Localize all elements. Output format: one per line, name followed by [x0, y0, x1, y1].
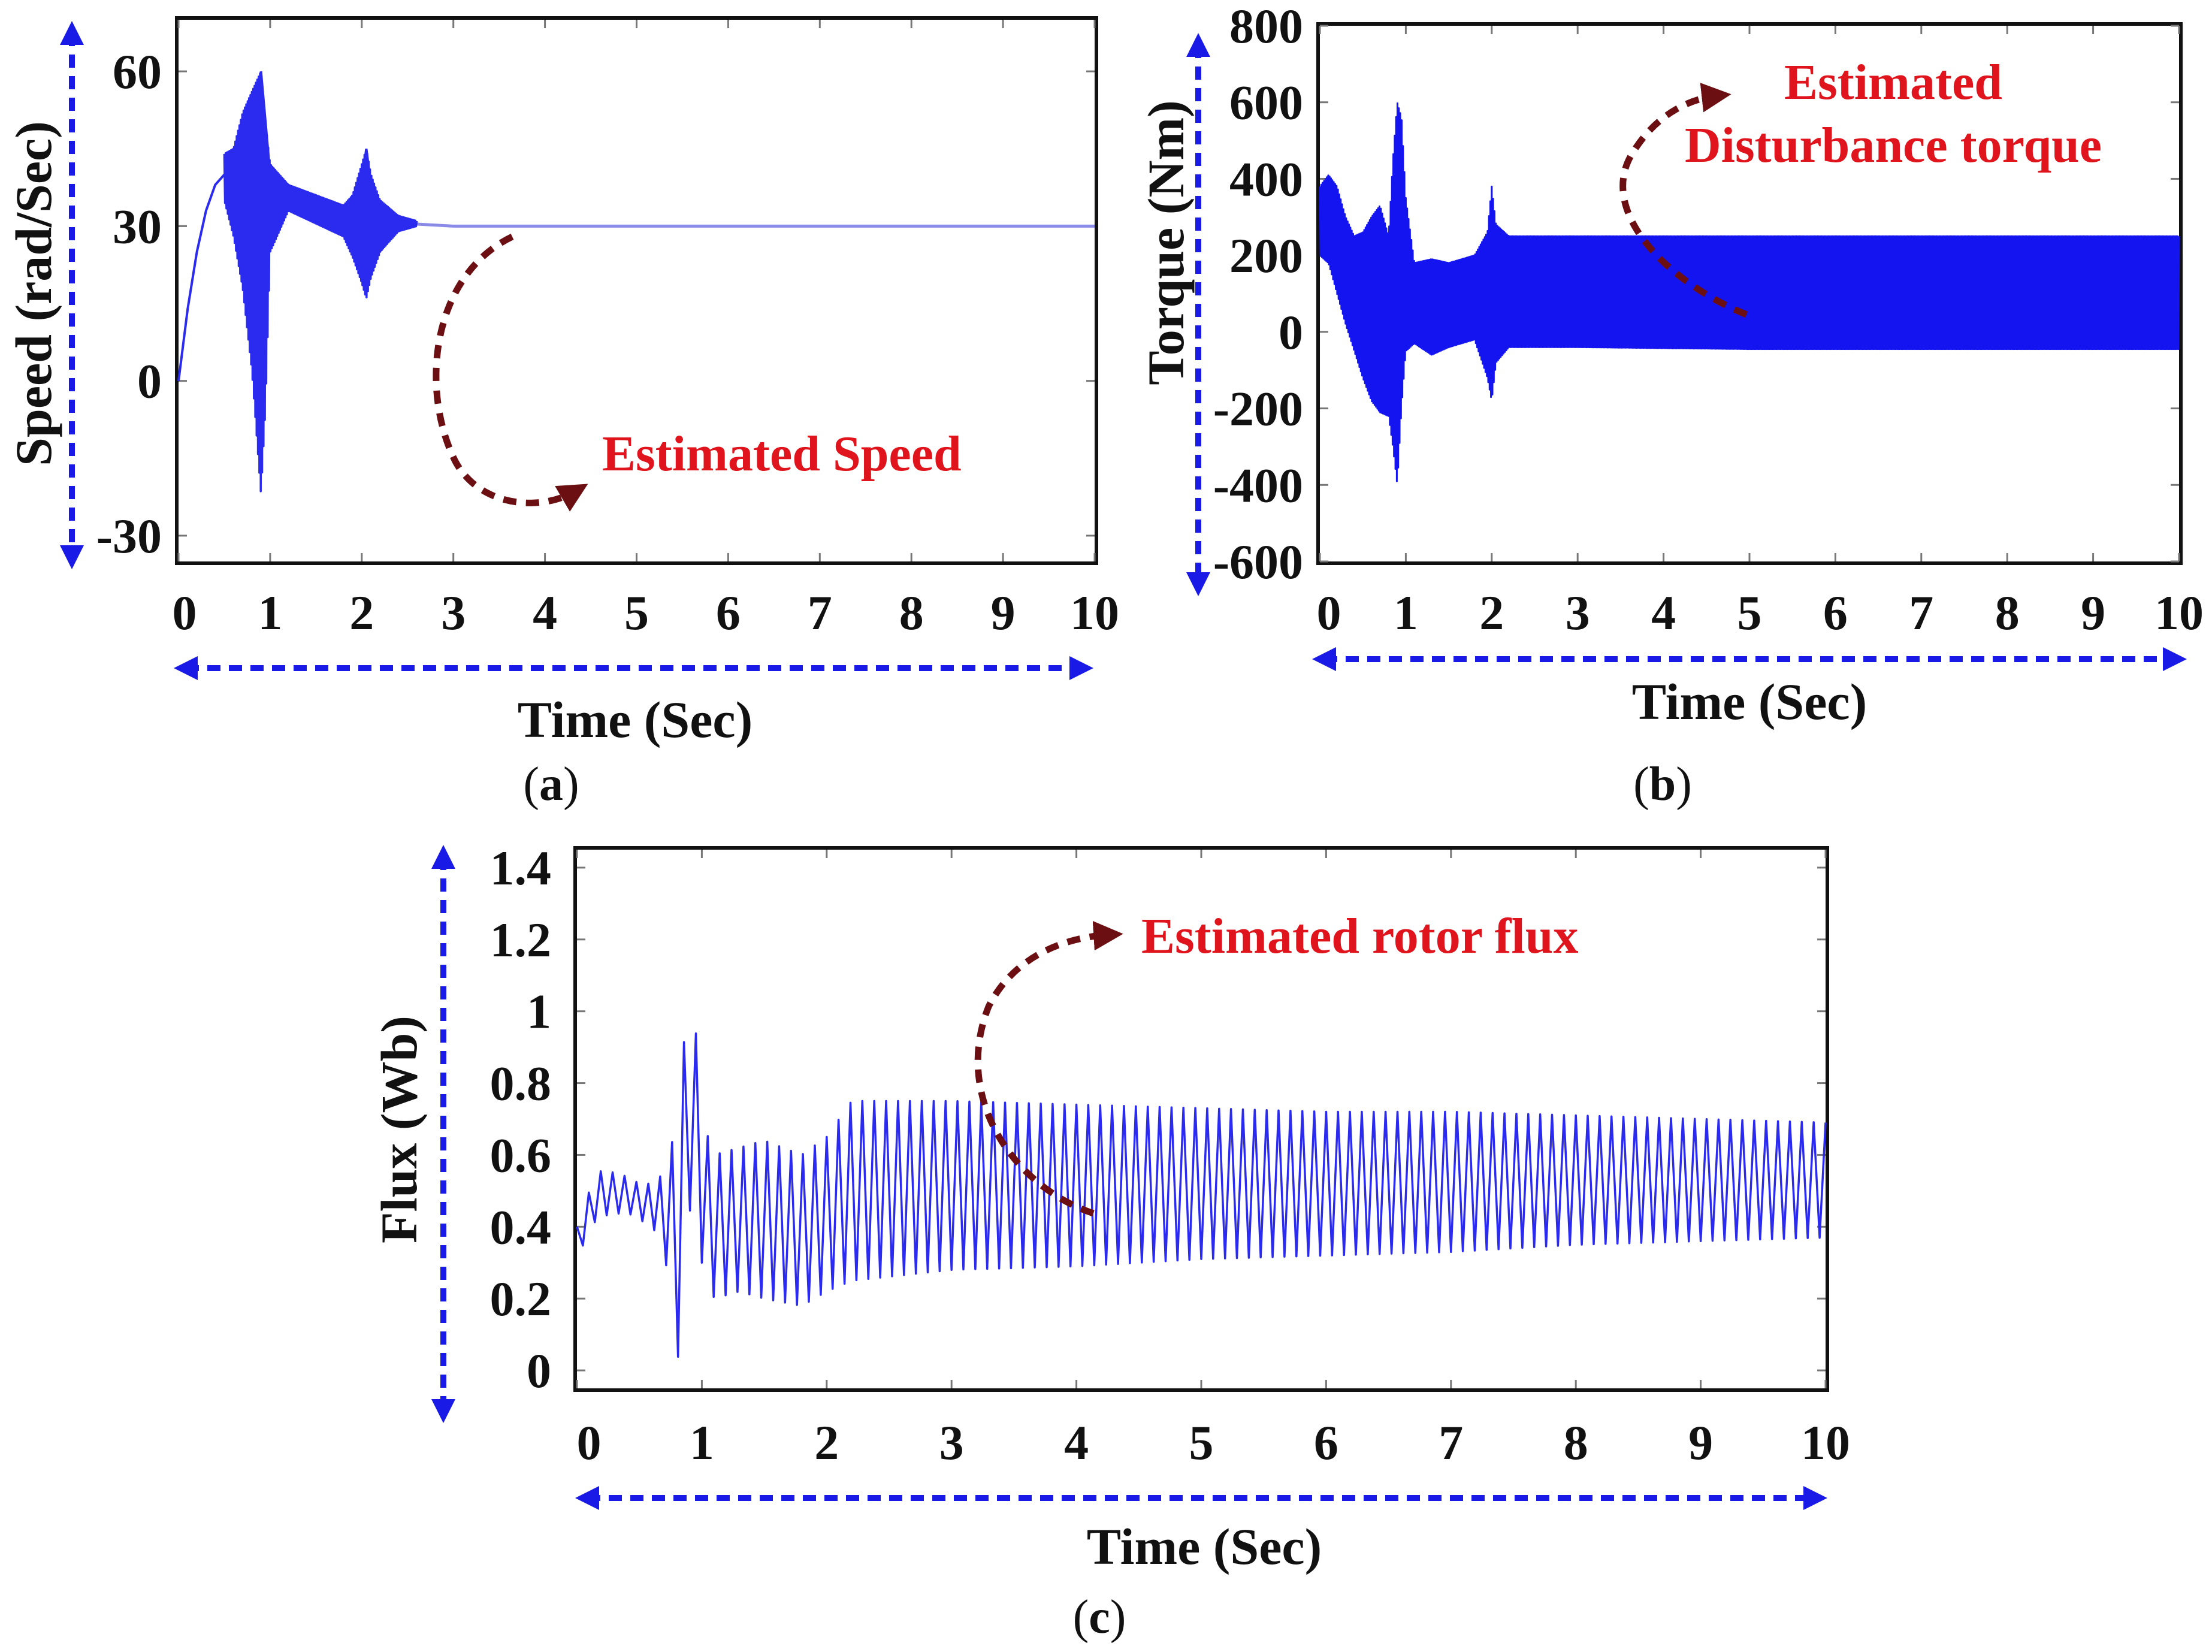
- chart-c-x-tick-label: 9: [1688, 1415, 1713, 1470]
- chart-b-y-tick-label: 400: [1229, 152, 1303, 206]
- chart-a-x-tick-label: 10: [1070, 585, 1119, 640]
- chart-b-x-tick-label: 10: [2154, 585, 2204, 640]
- chart-c-y-axis-title: Flux (Wb): [370, 1016, 428, 1243]
- chart-a-x-tick-label: 6: [716, 585, 741, 640]
- chart-a-y-tick-label: 30: [113, 199, 162, 253]
- chart-c-panel-letter: c: [1089, 1591, 1110, 1644]
- chart-b-y-ticks: 800 600 400 200 0 -200 -400 -600: [1213, 0, 1303, 589]
- chart-a-series-settled: [407, 222, 1095, 228]
- chart-a-x-tick-label: 0: [173, 585, 197, 640]
- chart-b-y-tick-label: -600: [1213, 534, 1303, 589]
- chart-c-y-tick-label: 1: [527, 984, 551, 1039]
- chart-a-x-tick-label: 5: [624, 585, 649, 640]
- chart-b-x-ticks: 0 1 2 3 4 5 6 7 8 9 10: [1317, 585, 2204, 640]
- chart-a-series: [177, 71, 1095, 493]
- chart-a-series-lead-in: [177, 173, 225, 381]
- chart-b-series: [1319, 102, 2180, 482]
- chart-c-x-tick-label: 5: [1189, 1415, 1214, 1470]
- chart-c-y-tick-label: 0.6: [490, 1128, 552, 1182]
- chart-b-x-tick-label: 4: [1651, 585, 1676, 640]
- chart-c-y-tick-label: 0.4: [490, 1200, 552, 1254]
- chart-a-x-tick-label: 1: [258, 585, 282, 640]
- chart-c-x-tick-label: 4: [1064, 1415, 1089, 1470]
- chart-b-series-line: [1319, 102, 2180, 482]
- chart-c: 1.4 1.2 1 0.8 0.6 0.4 0.2 0 0 1 2 3 4 5 6 7 8 9 10 Flux (…: [370, 841, 1850, 1644]
- chart-b-y-tick-label: -200: [1213, 382, 1303, 436]
- chart-b-x-tick-label: 1: [1394, 585, 1418, 640]
- chart-c-x-tick-label: 10: [1801, 1415, 1850, 1470]
- chart-a-gridlines: [177, 20, 1096, 561]
- chart-b-panel-letter: b: [1649, 758, 1676, 811]
- chart-a-x-tick-label: 3: [441, 585, 466, 640]
- chart-c-x-tick-label: 0: [577, 1415, 602, 1470]
- chart-b-y-axis-title: Torque (Nm): [1137, 100, 1195, 385]
- chart-a-annotation-arrow: [433, 234, 588, 512]
- chart-a-x-tick-label: 9: [991, 585, 1016, 640]
- chart-a-x-ticks: 0 1 2 3 4 5 6 7 8 9 10: [173, 585, 1120, 640]
- chart-a-panel-label: (a): [523, 758, 579, 811]
- chart-c-x-axis-title: Time (Sec): [1087, 1518, 1322, 1575]
- chart-a-x-tick-label: 7: [808, 585, 832, 640]
- chart-b-y-tick-label: 600: [1229, 75, 1303, 130]
- chart-c-x-tick-label: 3: [939, 1415, 964, 1470]
- chart-b-x-tick-label: 8: [1995, 585, 2020, 640]
- chart-a-plot-frame: [175, 16, 1098, 565]
- chart-c-y-tick-label: 1.2: [490, 913, 552, 967]
- chart-b-gridlines: [1319, 25, 2180, 563]
- chart-c-y-ticks: 1.4 1.2 1 0.8 0.6 0.4 0.2 0: [490, 841, 552, 1398]
- chart-b-x-axis-title: Time (Sec): [1632, 673, 1867, 730]
- chart-c-y-tick-label: 1.4: [490, 841, 552, 895]
- chart-c-x-tick-label: 8: [1564, 1415, 1588, 1470]
- chart-a-x-tick-label: 4: [533, 585, 557, 640]
- chart-b-x-tick-label: 5: [1737, 585, 1762, 640]
- chart-b-annotation-line2: Disturbance torque: [1685, 117, 2102, 173]
- chart-a-y-tick-label: 0: [137, 354, 162, 409]
- chart-c-gridlines: [576, 850, 1827, 1388]
- chart-a-annotation: Estimated Speed: [602, 426, 962, 482]
- chart-c-annotation: Estimated rotor flux: [1141, 908, 1579, 964]
- chart-a-panel-letter: a: [539, 758, 563, 811]
- chart-c-series-line: [576, 1032, 1827, 1358]
- chart-c-y-tick-label: 0.8: [490, 1056, 552, 1111]
- chart-b-x-tick-label: 6: [1823, 585, 1848, 640]
- chart-b-y-tick-label: 200: [1229, 228, 1303, 283]
- chart-c-panel-label: (c): [1073, 1591, 1126, 1644]
- chart-c-y-tick-label: 0: [527, 1343, 551, 1398]
- chart-b-y-tick-label: -400: [1213, 458, 1303, 512]
- chart-b-annotation-line1: Estimated: [1784, 55, 2002, 110]
- chart-b-panel-label: (b): [1633, 758, 1692, 811]
- chart-b-x-tick-label: 7: [1909, 585, 1933, 640]
- chart-a-y-tick-label: 60: [113, 44, 162, 99]
- chart-a-y-ticks: 60 30 0 -30: [96, 44, 162, 563]
- chart-c-plot-frame: [573, 846, 1829, 1392]
- chart-c-annotation-arrow: [974, 920, 1123, 1217]
- chart-b-x-tick-label: 3: [1566, 585, 1590, 640]
- chart-b-x-tick-label: 9: [2081, 585, 2105, 640]
- chart-b-x-tick-label: 0: [1317, 585, 1341, 640]
- chart-a-series-line: [223, 72, 418, 493]
- chart-a-y-axis-title: Speed (rad/Sec): [5, 121, 62, 466]
- chart-b-y-tick-label: 800: [1229, 0, 1303, 53]
- chart-c-x-tick-label: 2: [814, 1415, 839, 1470]
- chart-c-y-tick-label: 0.2: [490, 1272, 552, 1326]
- chart-a-x-tick-label: 8: [899, 585, 924, 640]
- chart-b-x-tick-label: 2: [1479, 585, 1504, 640]
- chart-a-y-tick-label: -30: [96, 509, 162, 563]
- chart-a-x-tick-label: 2: [349, 585, 374, 640]
- chart-c-x-ticks: 0 1 2 3 4 5 6 7 8 9 10: [577, 1415, 1851, 1470]
- chart-c-x-tick-label: 7: [1439, 1415, 1463, 1470]
- chart-c-x-tick-label: 1: [690, 1415, 714, 1470]
- chart-a-x-axis-title: Time (Sec): [518, 691, 753, 748]
- chart-c-x-tick-label: 6: [1314, 1415, 1338, 1470]
- chart-c-series: [576, 1032, 1827, 1358]
- chart-b-y-tick-label: 0: [1279, 305, 1303, 360]
